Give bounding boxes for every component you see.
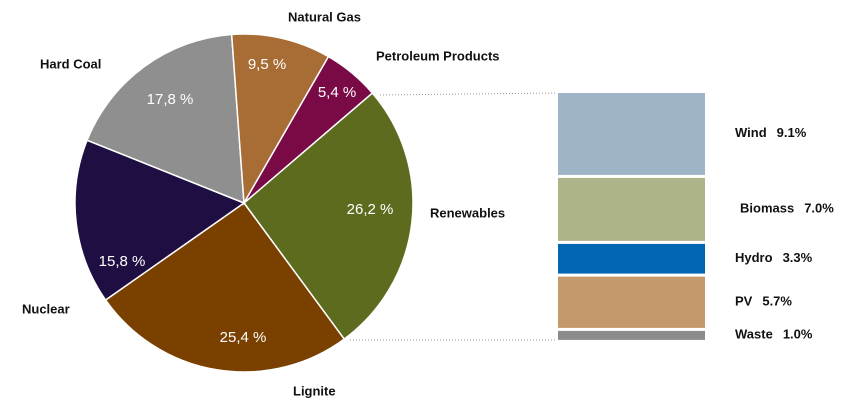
segment-value: 3.3% — [783, 250, 813, 265]
segment-value: 9.1% — [777, 125, 807, 140]
value-label: 15,8 % — [99, 253, 146, 270]
bar-segment — [558, 276, 705, 328]
pie-slice — [242, 91, 414, 341]
segment-name: Wind — [735, 125, 767, 140]
pie-slice — [86, 33, 245, 205]
segment-name: Hydro — [735, 250, 773, 265]
category-label: Petroleum Products — [376, 48, 500, 63]
pie-slice — [104, 201, 346, 373]
value-label: 25,4 % — [220, 329, 267, 346]
segment-label: Wind 9.1% — [735, 125, 807, 140]
category-label: Natural Gas — [288, 9, 361, 24]
pie-slice — [230, 33, 330, 206]
bar-segment — [558, 93, 705, 175]
category-label: Renewables — [430, 205, 505, 220]
segment-value: 7.0% — [804, 201, 834, 216]
value-label: 5,4 % — [318, 84, 356, 101]
category-label: Lignite — [293, 383, 336, 398]
value-label: 26,2 % — [347, 201, 394, 218]
connector-top — [379, 92, 557, 96]
segment-value: 1.0% — [783, 327, 813, 342]
segment-name: Waste — [735, 327, 773, 342]
value-label: 9,5 % — [248, 56, 286, 73]
segment-label: Biomass 7.0% — [740, 201, 834, 216]
pie-slice — [74, 139, 246, 302]
segment-label: Waste 1.0% — [735, 327, 813, 342]
bar-segment — [558, 330, 705, 340]
segment-name: PV — [735, 294, 753, 309]
category-label: Nuclear — [22, 301, 70, 316]
bar-segment — [558, 177, 705, 241]
bar-segment — [558, 243, 705, 274]
segment-label: Hydro 3.3% — [735, 250, 813, 265]
pie-slice — [243, 55, 374, 204]
value-label: 17,8 % — [147, 91, 194, 108]
segment-value: 5.7% — [762, 294, 792, 309]
segment-name: Biomass — [740, 201, 794, 216]
category-label: Hard Coal — [40, 56, 101, 71]
segment-label: PV 5.7% — [735, 294, 792, 309]
